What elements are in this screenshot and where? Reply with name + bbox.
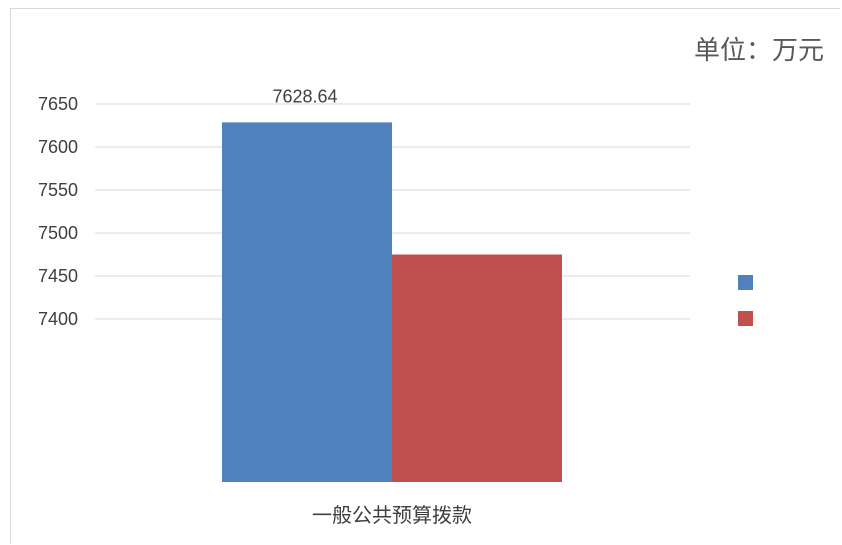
x-axis-categories: 一般公共预算拨款 <box>312 503 472 527</box>
y-tick-label: 7450 <box>38 266 78 286</box>
data-labels: 7628.64 <box>272 86 337 106</box>
y-axis-ticks: 7650 7600 7550 7500 7450 7400 <box>38 94 78 329</box>
legend-swatch <box>738 311 753 326</box>
bar-series-2 <box>392 254 562 482</box>
y-tick-label: 7500 <box>38 223 78 243</box>
category-label: 一般公共预算拨款 <box>312 503 472 527</box>
data-label: 7628.64 <box>272 86 337 106</box>
y-tick-label: 7550 <box>38 180 78 200</box>
unit-label: 单位：万元 <box>693 36 824 66</box>
chart-frame <box>10 8 840 544</box>
bars <box>222 122 562 482</box>
bar-series-1 <box>222 122 392 482</box>
y-tick-label: 7600 <box>38 137 78 157</box>
y-tick-label: 7400 <box>38 309 78 329</box>
legend-swatch <box>738 275 753 290</box>
y-tick-label: 7650 <box>38 94 78 114</box>
legend <box>738 275 753 326</box>
gridlines <box>95 103 690 320</box>
